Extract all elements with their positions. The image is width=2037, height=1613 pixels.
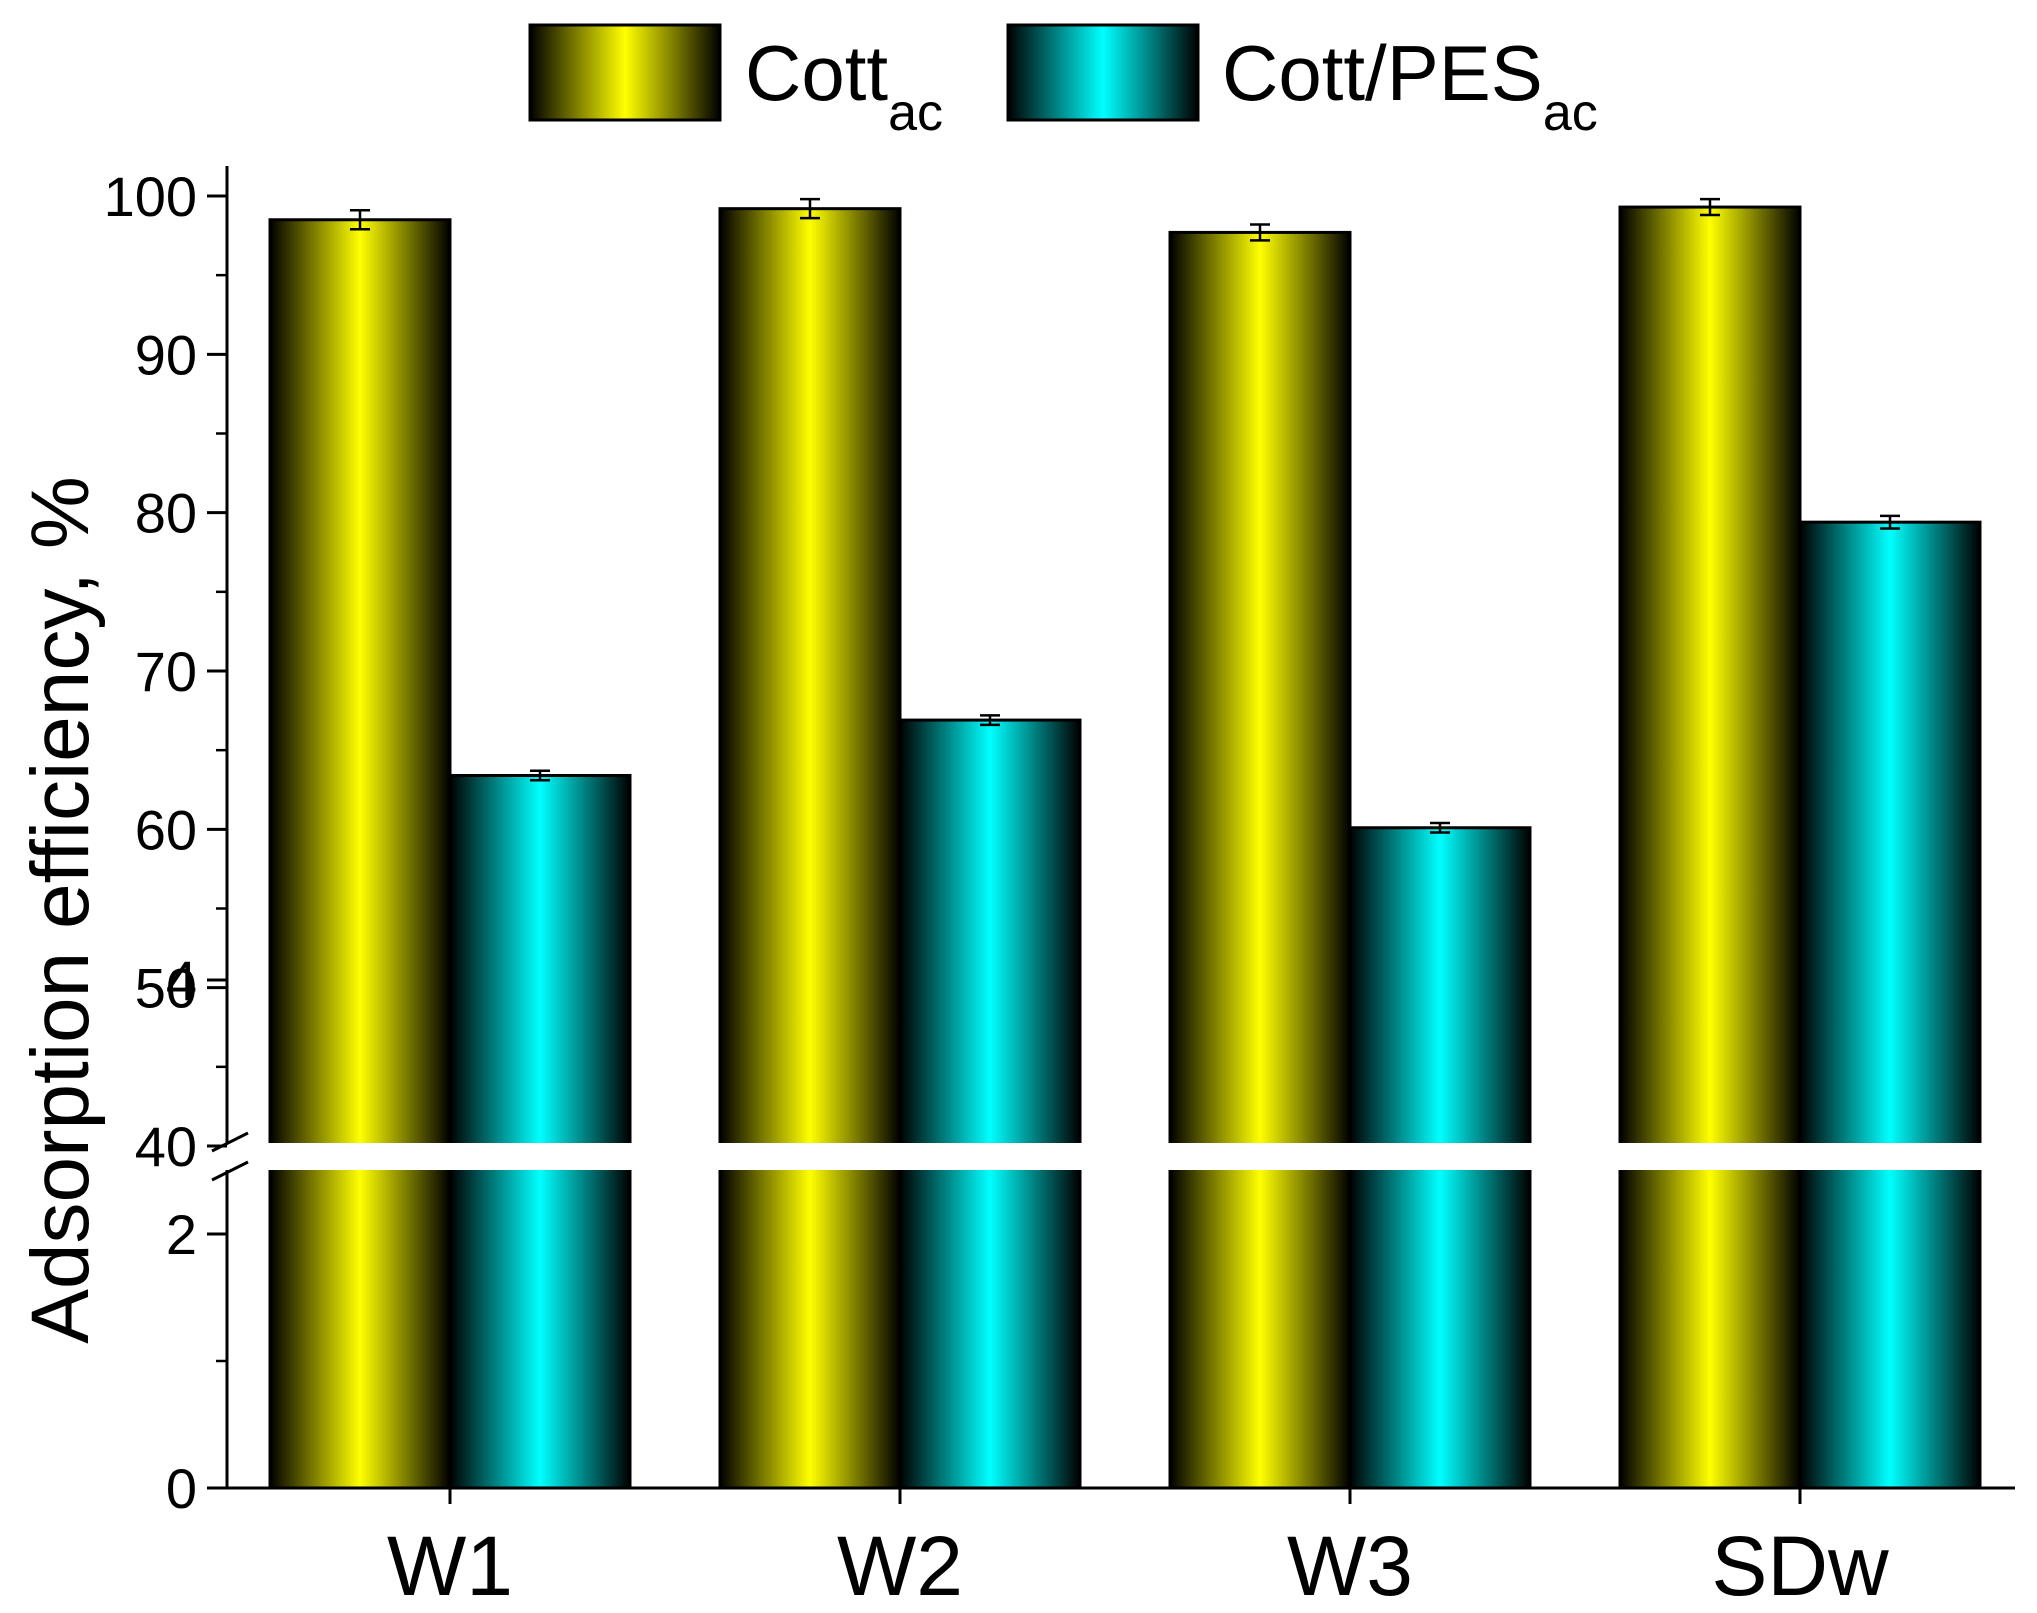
x-tick-label-w2: W2 xyxy=(837,1519,963,1613)
legend-swatch-cott xyxy=(528,23,722,122)
bar-w3-cott xyxy=(1168,230,1352,1490)
axis-break-gap xyxy=(207,1143,2035,1170)
error-bar-w1-cott xyxy=(350,209,370,231)
x-tick-label-sdw: SDw xyxy=(1711,1519,1889,1613)
y-axis-title: Adsorption efficiency, % xyxy=(15,476,106,1344)
bar-w1-cott-pes xyxy=(448,774,632,1490)
y-tick-label-40: 40 xyxy=(135,1115,197,1178)
legend-label-cott-pes-sub: ac xyxy=(1543,84,1598,142)
y-tick-label-80: 80 xyxy=(135,482,197,545)
bar-sdw-cott-pes xyxy=(1798,520,1982,1490)
error-bar-w2-cott-pes xyxy=(980,714,1000,727)
bar-w1-cott xyxy=(268,218,452,1490)
legend-swatch-cott-pes xyxy=(1006,23,1200,122)
y-tick-label-0: 0 xyxy=(166,1457,197,1520)
y-tick-label-4: 4 xyxy=(166,949,197,1012)
error-bar-sdw-cott-pes xyxy=(1880,514,1900,530)
legend-label-cott: Cottac xyxy=(745,29,943,142)
y-tick-label-70: 70 xyxy=(135,640,197,703)
error-bar-w2-cott xyxy=(800,197,820,220)
error-bars xyxy=(350,197,1900,834)
y-tick-label-2: 2 xyxy=(166,1203,197,1266)
y-tick-label-50: 50 xyxy=(135,957,197,1020)
error-bar-sdw-cott xyxy=(1700,197,1720,217)
axes: W1 W2 W3 SDw 40 50 60 70 80 90 100 0 2 4 xyxy=(104,165,2035,1613)
bars xyxy=(268,205,1982,1490)
x-tick-label-w1: W1 xyxy=(387,1519,513,1613)
legend-label-cott-main: Cott xyxy=(745,29,888,117)
legend-label-cott-sub: ac xyxy=(888,84,943,142)
y-tick-label-60: 60 xyxy=(135,798,197,861)
axis-break-mark-top xyxy=(211,1131,249,1153)
legend-label-cott-pes: Cott/PESac xyxy=(1222,29,1598,142)
x-tick-label-w3: W3 xyxy=(1287,1519,1413,1613)
bar-w2-cott xyxy=(718,207,902,1490)
bar-sdw-cott xyxy=(1618,205,1802,1490)
legend-label-cott-pes-main: Cott/PES xyxy=(1222,29,1543,117)
y-tick-label-90: 90 xyxy=(135,323,197,386)
bar-w2-cott-pes xyxy=(898,718,1082,1490)
error-bar-w1-cott-pes xyxy=(530,769,550,782)
error-bar-w3-cott-pes xyxy=(1430,821,1450,834)
legend: Cottac Cott/PESac xyxy=(528,23,1598,142)
error-bar-w3-cott xyxy=(1250,223,1270,242)
axis-break-mark-bottom xyxy=(211,1160,249,1182)
y-tick-label-100: 100 xyxy=(104,165,197,228)
